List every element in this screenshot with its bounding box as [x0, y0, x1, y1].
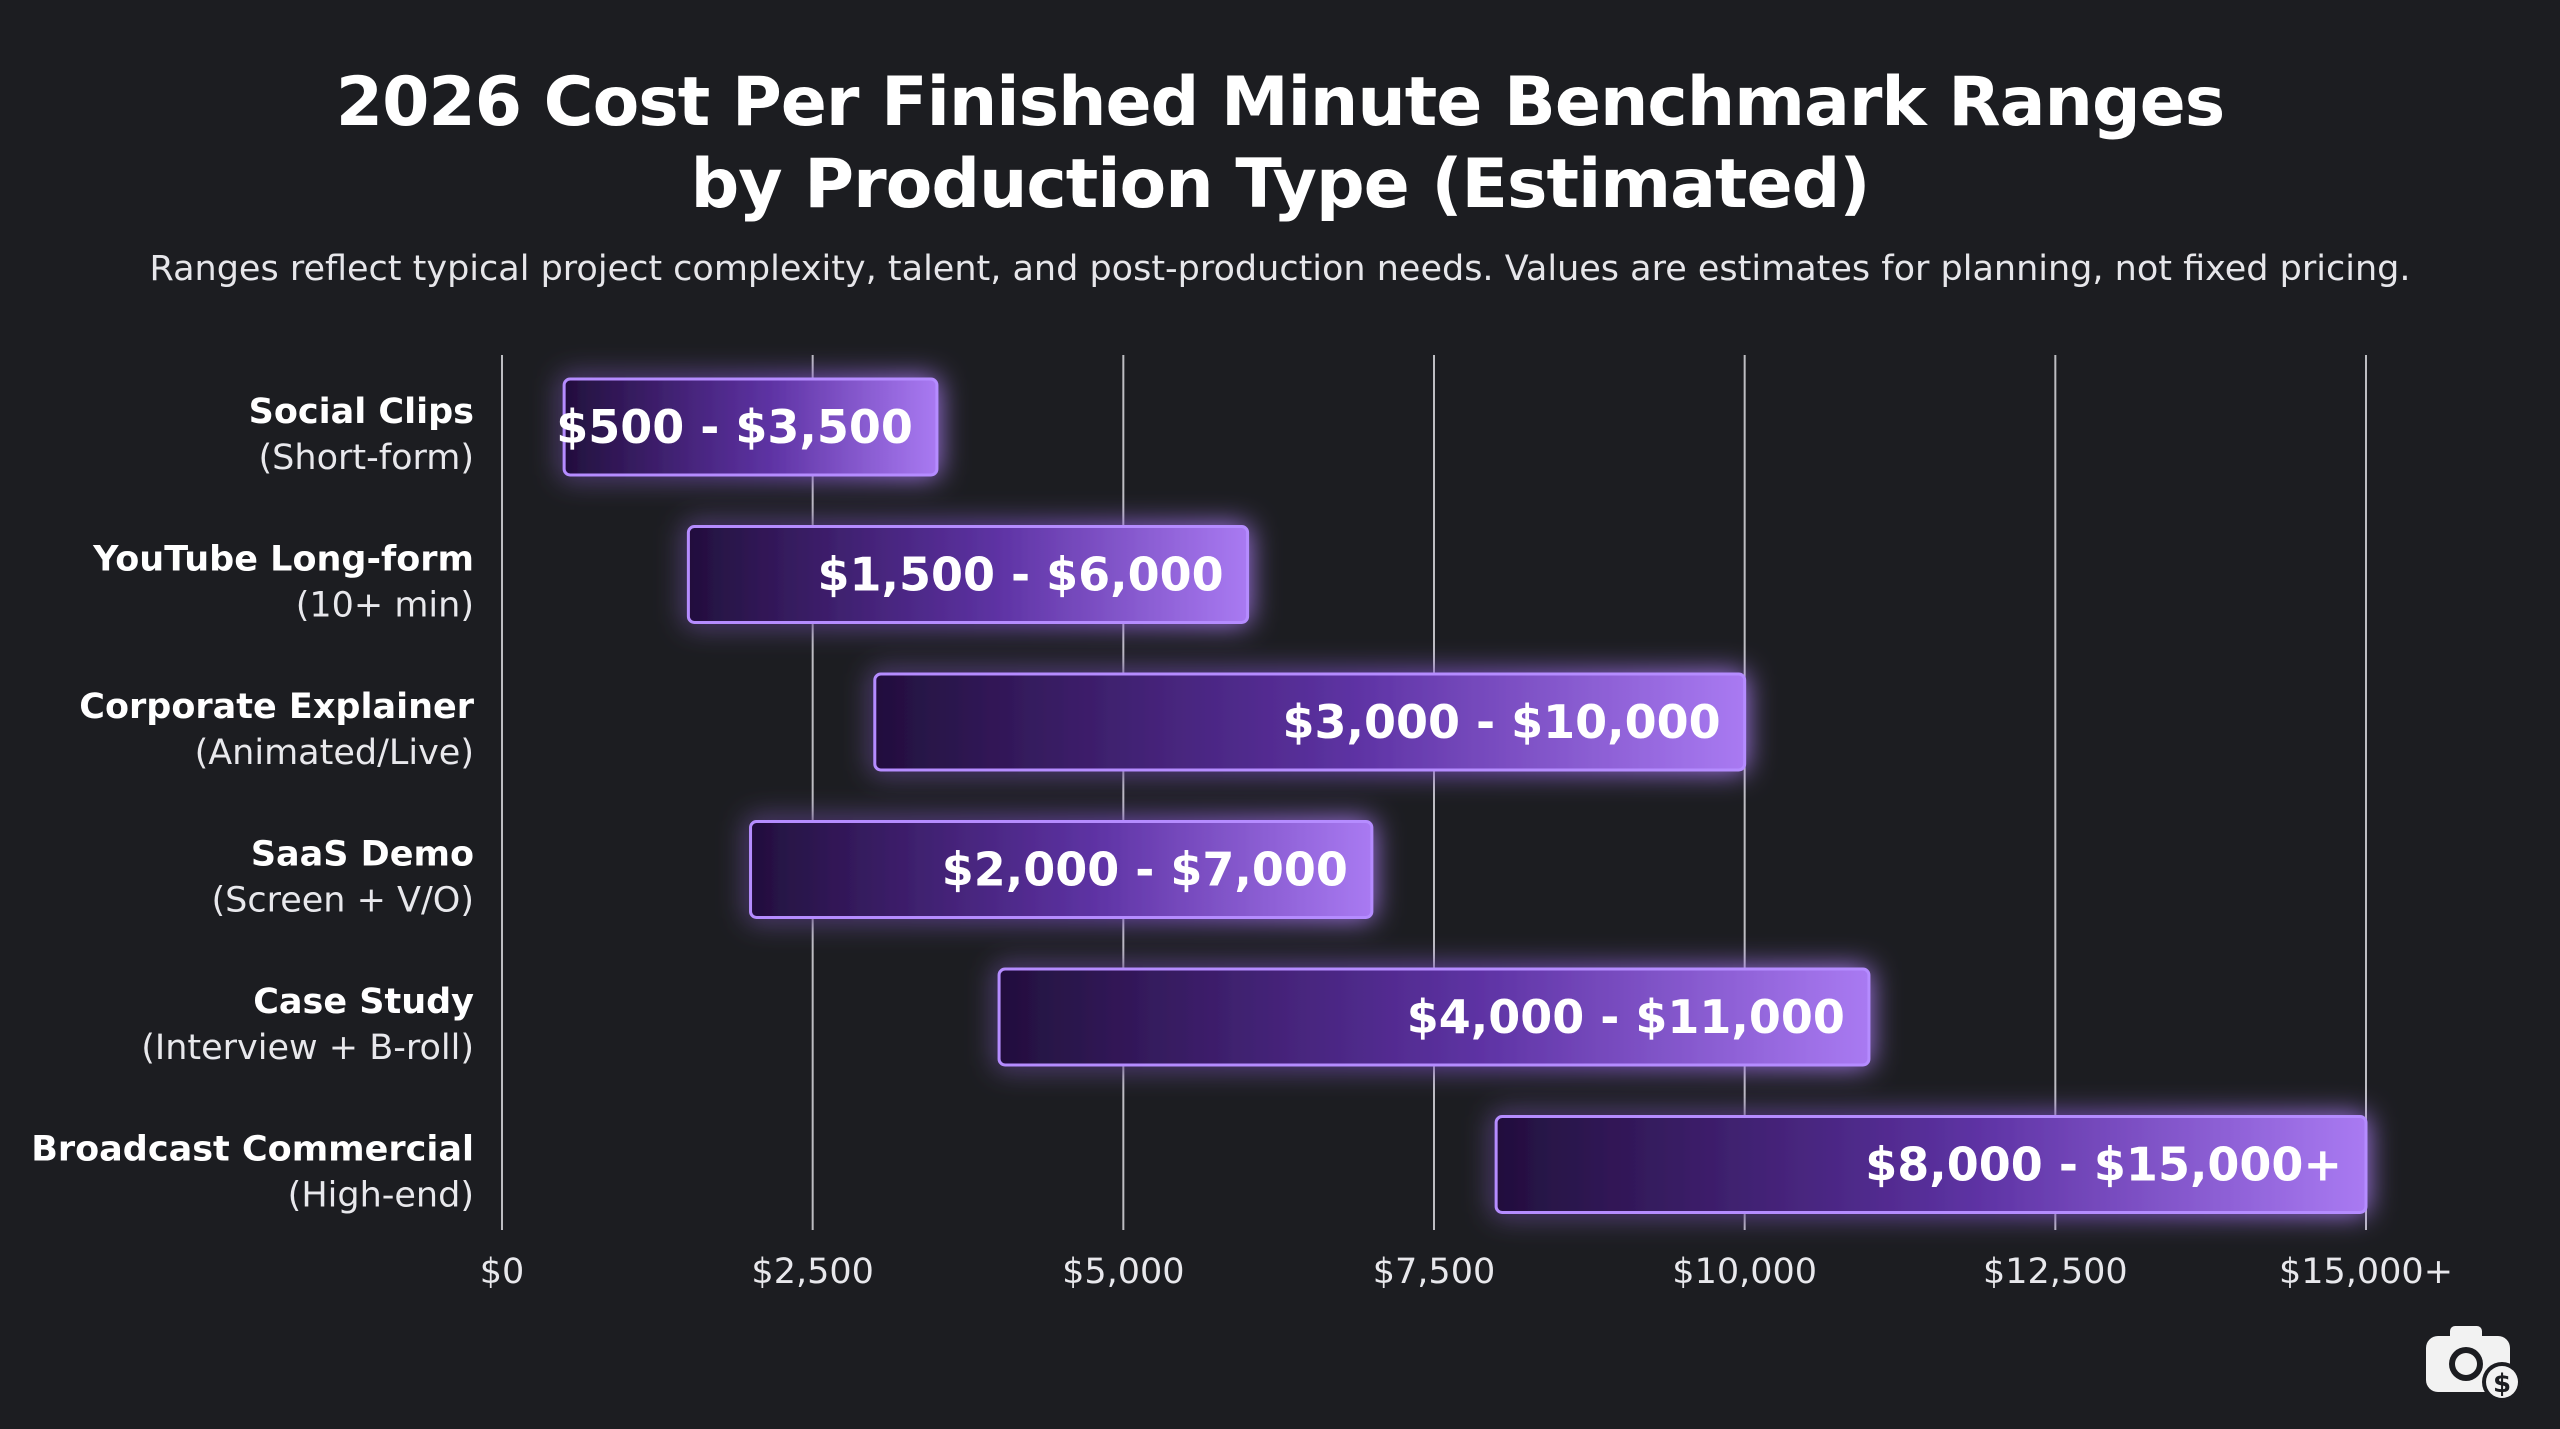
camera-dollar-icon: $ [2426, 1326, 2522, 1402]
range-bar-rect [686, 525, 1250, 624]
x-tick-label: $12,500 [1983, 1252, 2128, 1292]
x-tick-label: $5,000 [1062, 1252, 1184, 1292]
range-bar: $4,000 - $11,000 [997, 967, 1871, 1067]
category-name: Case Study [253, 982, 474, 1022]
range-bar-rect [997, 967, 1871, 1067]
svg-text:$: $ [2493, 1369, 2511, 1399]
category-labels: Social Clips (Short-form) YouTube Long-for… [31, 392, 475, 1216]
category-subtitle: (High-end) [288, 1176, 474, 1216]
x-tick-label: $2,500 [751, 1252, 873, 1292]
range-bar: $500 - $3,500 [556, 377, 939, 477]
chart-title: 2026 Cost Per Finished Minute Benchmark … [0, 62, 2560, 226]
category-name: Social Clips [249, 392, 474, 432]
category-subtitle: (10+ min) [296, 586, 474, 626]
category-name: YouTube Long-form [92, 540, 474, 580]
range-bar: $8,000 - $15,000+ [1494, 1115, 2368, 1214]
x-tick-label: $10,000 [1672, 1252, 1817, 1292]
range-bar: $1,500 - $6,000 [686, 525, 1250, 624]
range-bar-rect [749, 820, 1374, 919]
grid-lines [501, 355, 2367, 1230]
x-axis-ticks: $0 $2,500 $5,000 $7,500 $10,000 $12,500 $15,00… [480, 1252, 2453, 1292]
range-bar-label: $8,000 - $15,000+ [1865, 1138, 2342, 1192]
category-subtitle: (Short-form) [259, 438, 474, 478]
category-name: Corporate Explainer [79, 687, 474, 727]
range-bar-label: $500 - $3,500 [556, 400, 913, 454]
range-bar-rect [873, 672, 1747, 772]
range-bar: $2,000 - $7,000 [749, 820, 1374, 919]
range-bar-label: $4,000 - $11,000 [1407, 990, 1845, 1044]
range-bar: $3,000 - $10,000 [873, 672, 1747, 772]
range-bar-label: $2,000 - $7,000 [942, 843, 1348, 897]
range-bar-rect [562, 377, 939, 477]
x-tick-label: $0 [480, 1252, 525, 1292]
chart-title-line-2: by Production Type (Estimated) [690, 145, 1871, 224]
range-bar-label: $1,500 - $6,000 [817, 548, 1223, 602]
category-subtitle: (Screen + V/O) [212, 881, 475, 921]
x-tick-label: $15,000+ [2279, 1252, 2453, 1292]
range-bar-rect [1494, 1115, 2368, 1214]
range-bar-label: $3,000 - $10,000 [1283, 695, 1721, 749]
bars: $500 - $3,500 $1,500 - $6,000 $3,000 - $10… [556, 377, 2368, 1214]
category-name: Broadcast Commercial [31, 1130, 474, 1170]
chart-subtitle: Ranges reflect typical project complexit… [149, 249, 2411, 289]
category-subtitle: (Animated/Live) [195, 733, 474, 773]
category-name: SaaS Demo [251, 835, 474, 875]
x-tick-label: $7,500 [1373, 1252, 1495, 1292]
chart-title-line-1: 2026 Cost Per Finished Minute Benchmark … [335, 63, 2225, 142]
category-subtitle: (Interview + B-roll) [141, 1028, 474, 1068]
